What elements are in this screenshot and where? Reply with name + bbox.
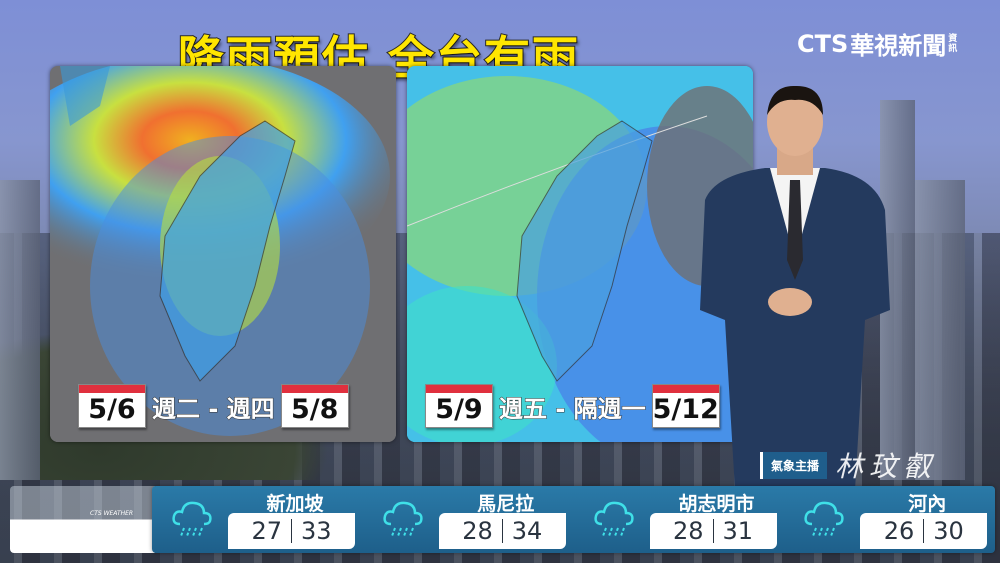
strip-watermark: CTS WEATHER [90, 510, 134, 517]
date-range-1: 5/6 週二 - 週四 5/8 [78, 384, 349, 428]
city-name: 新加坡 [266, 493, 324, 515]
temperature-range: 28 34 [438, 513, 566, 549]
high-temp: 30 [933, 517, 964, 545]
cts-logo: CTS 華視新聞 資訊 [797, 26, 957, 61]
logo-name: 華視新聞 [850, 32, 947, 60]
rain-cloud-icon [804, 501, 844, 537]
high-temp: 34 [511, 517, 543, 545]
city-forecast: 河內 26 30 [784, 486, 995, 553]
building [915, 180, 965, 480]
low-temp: 28 [672, 517, 704, 545]
anchor-label: 氣象主播 [760, 451, 828, 479]
city-name: 馬尼拉 [477, 493, 535, 515]
city-forecast: 馬尼拉 28 34 [363, 486, 574, 553]
city-name: 胡志明市 [678, 493, 755, 515]
temperature-range: 27 33 [228, 513, 355, 549]
low-temp: 26 [883, 517, 915, 545]
low-temp: 28 [462, 517, 493, 545]
low-temp: 27 [251, 517, 282, 545]
weekday-range: 週二 - 週四 [152, 394, 276, 423]
high-temp: 33 [301, 517, 332, 545]
high-temp: 31 [722, 517, 754, 545]
end-date: 5/8 [280, 384, 349, 428]
strip-logo-panel: CTS WEATHER [10, 486, 155, 553]
rain-cloud-icon [383, 501, 423, 537]
weekday-range: 週五 - 隔週一 [499, 394, 647, 423]
logo-brand: CTS [797, 29, 849, 58]
start-date: 5/6 [78, 384, 146, 428]
date-range-2: 5/9 週五 - 隔週一 5/12 [425, 384, 720, 428]
temperature-range: 28 31 [649, 513, 777, 549]
anchor-signature: 林玟叡 [835, 450, 938, 483]
logo-sub: 資訊 [948, 33, 958, 54]
rain-map-1: 5/6 週二 - 週四 5/8 [50, 66, 396, 442]
presenter [700, 85, 890, 490]
end-date: 5/12 [651, 384, 720, 428]
rain-cloud-icon [172, 501, 212, 537]
rain-cloud-icon [593, 501, 634, 537]
rain-map-2-graphic [407, 66, 753, 442]
temperature-range: 26 30 [860, 513, 988, 549]
city-name: 河內 [908, 493, 947, 515]
rain-map-1-graphic [50, 66, 396, 442]
anchor-tag: 氣象主播 林玟叡 [760, 445, 937, 485]
rain-map-2: 5/9 週五 - 隔週一 5/12 [407, 66, 753, 442]
city-forecast: 胡志明市 28 31 [574, 486, 785, 553]
city-forecast-strip: 新加坡 27 33 馬尼拉 28 34 胡志明市 28 31 河內 26 30 [152, 486, 995, 553]
start-date: 5/9 [425, 384, 493, 428]
city-forecast: 新加坡 27 33 [152, 486, 363, 553]
building [0, 180, 40, 480]
